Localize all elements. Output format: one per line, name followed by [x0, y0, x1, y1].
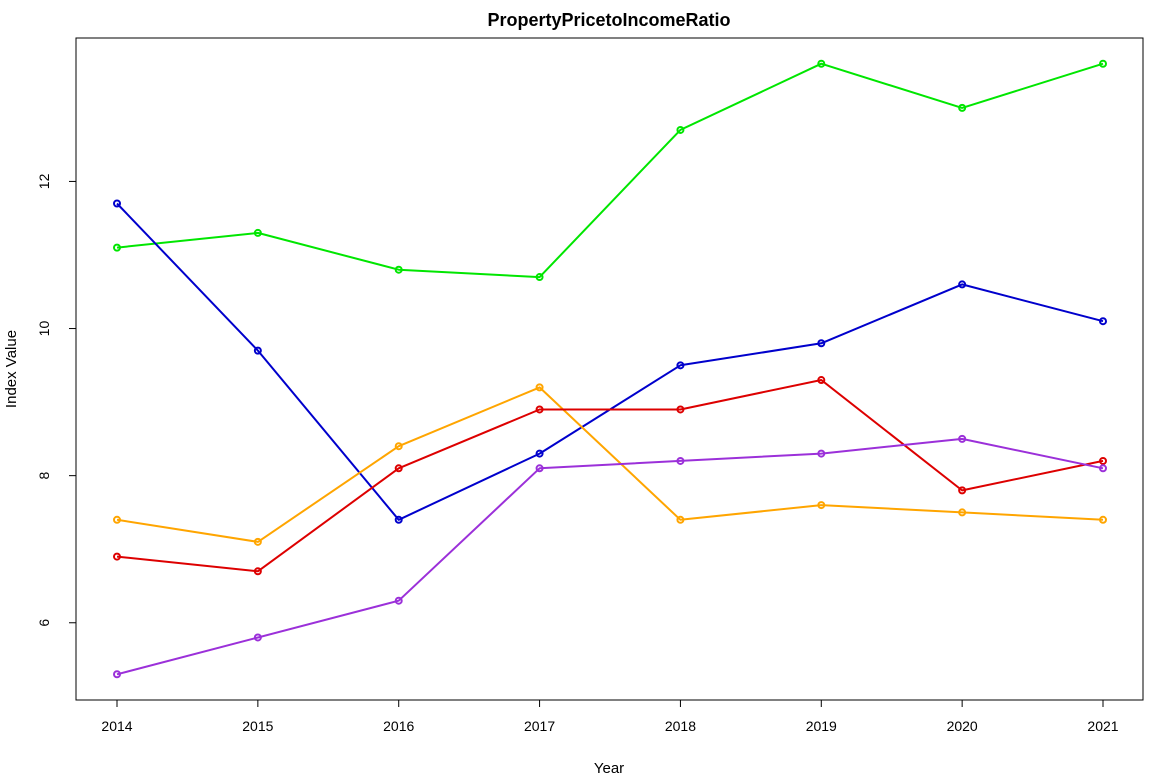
data-point — [817, 339, 826, 348]
x-tick-label: 2020 — [947, 718, 978, 734]
series-1 — [113, 59, 1107, 282]
x-tick-label: 2015 — [242, 718, 273, 734]
data-point — [1099, 59, 1107, 68]
data-point — [676, 361, 685, 370]
y-axis-label: Index Value — [3, 330, 20, 408]
y-tick-label: 8 — [36, 472, 52, 480]
data-point — [535, 449, 544, 458]
data-point — [817, 449, 826, 458]
data-point — [1099, 515, 1107, 524]
chart-title: PropertyPricetoIncomeRatio — [487, 10, 730, 30]
data-point — [1099, 317, 1107, 326]
data-point — [958, 434, 967, 443]
data-point — [113, 552, 121, 561]
data-point — [676, 125, 685, 134]
data-point — [394, 596, 403, 605]
data-point — [817, 501, 826, 510]
data-point — [394, 515, 403, 524]
data-point — [1099, 456, 1107, 465]
data-point — [113, 199, 121, 208]
data-point — [253, 567, 262, 576]
data-point — [958, 508, 967, 517]
series-line — [116, 437, 1104, 676]
data-point — [1099, 464, 1107, 473]
data-point — [676, 405, 685, 414]
series-line — [116, 379, 1104, 573]
data-point — [535, 464, 544, 473]
data-point — [394, 265, 403, 274]
data-point — [535, 273, 544, 282]
x-tick-label: 2014 — [101, 718, 132, 734]
series-line — [116, 62, 1104, 279]
y-tick-label: 10 — [36, 321, 52, 337]
data-point — [113, 515, 121, 524]
data-point — [958, 486, 967, 495]
x-tick-label: 2018 — [665, 718, 696, 734]
data-point — [253, 537, 262, 546]
data-point — [958, 280, 967, 289]
data-point — [394, 442, 403, 451]
series-line — [116, 202, 1104, 521]
x-tick-label: 2021 — [1087, 718, 1118, 734]
x-tick-label: 2016 — [383, 718, 414, 734]
series-line — [116, 386, 1104, 543]
series-5 — [113, 434, 1107, 679]
data-point — [676, 456, 685, 465]
data-point — [958, 103, 967, 112]
data-point — [817, 59, 826, 68]
data-point — [253, 633, 262, 642]
series-2 — [113, 199, 1107, 524]
series-group — [113, 59, 1107, 679]
data-point — [394, 464, 403, 473]
y-tick-label: 12 — [36, 173, 52, 189]
y-axis: 6 8 10 12 — [36, 173, 77, 627]
plot-area — [75, 37, 1144, 701]
data-point — [535, 383, 544, 392]
series-4 — [113, 376, 1107, 576]
series-3 — [113, 383, 1107, 546]
data-point — [253, 346, 262, 355]
x-axis: 2014 2015 2016 2017 2018 2019 2020 2021 — [101, 699, 1119, 734]
x-tick-label: 2019 — [806, 718, 837, 734]
data-point — [113, 670, 121, 679]
x-axis-label: Year — [594, 760, 624, 776]
data-point — [253, 228, 262, 237]
data-point — [817, 376, 826, 385]
x-tick-label: 2017 — [524, 718, 555, 734]
data-point — [676, 515, 685, 524]
data-point — [535, 405, 544, 414]
data-point — [113, 243, 121, 252]
y-tick-label: 6 — [36, 619, 52, 627]
